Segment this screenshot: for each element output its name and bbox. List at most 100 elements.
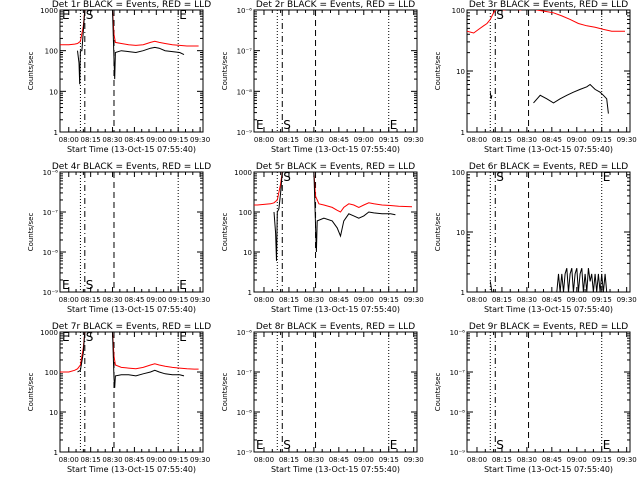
x-tick-label: 08:15 <box>279 456 299 464</box>
marker-start-e: E <box>256 438 264 452</box>
y-tick-label: 10⁻⁹ <box>43 289 59 297</box>
marker-end-e: E <box>390 118 398 132</box>
x-tick-label: 08:00 <box>59 456 79 464</box>
y-tick-label: 10⁻⁶ <box>237 329 253 337</box>
y-tick-label: 10⁻⁸ <box>450 409 466 417</box>
panel-det-3r: Det 3r BLACK = Events, RED = LLD 1 10 100 Co… <box>434 0 637 154</box>
y-tick-label: 1 <box>248 289 252 297</box>
y-axis-label: Counts/sec <box>27 213 35 252</box>
x-tick-label: 09:30 <box>404 456 424 464</box>
y-axis-label: Counts/sec <box>27 52 35 91</box>
y-axis-label: Counts/sec <box>434 52 442 91</box>
series-lld <box>60 332 199 373</box>
x-tick-label: 08:30 <box>102 296 122 304</box>
x-tick-label: 08:45 <box>329 136 349 144</box>
x-tick-label: 09:30 <box>190 296 210 304</box>
x-tick-label: 08:45 <box>542 296 562 304</box>
x-tick-label: 09:00 <box>146 456 166 464</box>
x-tick-label: 08:00 <box>59 136 79 144</box>
x-tick-label: 08:15 <box>492 456 512 464</box>
x-tick-label: 08:30 <box>517 296 537 304</box>
x-tick-label: 09:00 <box>567 456 587 464</box>
panel-det-5r: Det 5r BLACK = Events, RED = LLD 1 10 100 10… <box>221 162 424 314</box>
x-tick-label: 09:00 <box>567 136 587 144</box>
y-tick-label: 1 <box>461 129 465 137</box>
panel-det-2r: Det 2r BLACK = Events, RED = LLD 10⁻⁹ 10⁻⁸… <box>221 0 424 154</box>
x-tick-label: 08:00 <box>467 296 487 304</box>
series-events <box>77 332 185 388</box>
marker-start-e: E <box>62 278 70 292</box>
y-tick-label: 100 <box>239 209 252 217</box>
panel-title: Det 7r BLACK = Events, RED = LLD <box>52 322 211 332</box>
x-tick-label: 09:30 <box>617 296 637 304</box>
x-tick-label: 09:15 <box>379 296 399 304</box>
x-tick-label: 08:30 <box>517 136 537 144</box>
x-tick-label: 08:30 <box>304 296 324 304</box>
x-axis-label: Start Time (13-Oct-15 07:55:40) <box>484 145 613 154</box>
y-tick-label: 10⁻⁷ <box>43 209 59 217</box>
y-tick-label: 1 <box>54 129 58 137</box>
x-tick-label: 09:30 <box>617 456 637 464</box>
y-tick-label: 100 <box>452 7 465 15</box>
x-tick-label: 09:00 <box>146 136 166 144</box>
x-tick-label: 08:45 <box>542 456 562 464</box>
marker-s: S <box>86 8 94 22</box>
marker-s: S <box>496 438 504 452</box>
plot-frame <box>253 331 418 453</box>
x-tick-label: 08:45 <box>124 296 144 304</box>
x-tick-label: 09:30 <box>190 136 210 144</box>
x-tick-label: 09:15 <box>592 136 612 144</box>
y-axis-label: Counts/sec <box>434 373 442 412</box>
panel-title: Det 2r BLACK = Events, RED = LLD <box>256 0 415 10</box>
x-tick-label: 08:15 <box>81 456 101 464</box>
x-tick-label: 08:30 <box>102 456 122 464</box>
x-tick-label: 09:30 <box>617 136 637 144</box>
panel-title: Det 8r BLACK = Events, RED = LLD <box>256 322 415 332</box>
plot-frame <box>59 331 204 453</box>
y-tick-label: 10 <box>49 88 58 96</box>
x-axis-label: Start Time (13-Oct-15 07:55:40) <box>484 305 613 314</box>
x-tick-label: 08:30 <box>517 456 537 464</box>
x-tick-label: 09:30 <box>404 296 424 304</box>
y-axis-label: Counts/sec <box>221 213 229 252</box>
y-tick-label: 10 <box>456 68 465 76</box>
plot-area: S <box>467 10 625 132</box>
x-tick-label: 08:00 <box>254 456 274 464</box>
x-tick-label: 09:15 <box>168 296 188 304</box>
x-axis-label: Start Time (13-Oct-15 07:55:40) <box>271 465 400 474</box>
x-tick-label: 09:00 <box>354 296 374 304</box>
y-tick-label: 10⁻⁷ <box>237 48 253 56</box>
y-tick-label: 10⁻⁹ <box>237 449 253 457</box>
y-tick-label: 10⁻⁸ <box>43 249 59 257</box>
y-tick-label: 10⁻⁶ <box>237 7 253 15</box>
marker-s: S <box>86 278 94 292</box>
marker-end-e: E <box>603 438 611 452</box>
panel-det-8r: Det 8r BLACK = Events, RED = LLD 10⁻⁹ 10⁻⁸… <box>221 322 424 474</box>
x-tick-label: 09:15 <box>168 456 188 464</box>
y-tick-label: 100 <box>452 169 465 177</box>
x-tick-label: 09:00 <box>567 296 587 304</box>
x-tick-label: 09:15 <box>379 136 399 144</box>
y-tick-label: 100 <box>45 369 58 377</box>
y-tick-label: 1 <box>461 289 465 297</box>
y-tick-label: 10⁻⁹ <box>237 129 253 137</box>
panel-det-7r: Det 7r BLACK = Events, RED = LLD 1 10 100 10… <box>27 322 211 474</box>
y-tick-label: 100 <box>45 48 58 56</box>
x-tick-label: 08:30 <box>304 136 324 144</box>
marker-s: S <box>86 330 94 344</box>
x-tick-label: 09:30 <box>190 456 210 464</box>
plot-frame <box>59 9 204 133</box>
x-tick-label: 08:15 <box>279 296 299 304</box>
panel-title: Det 1r BLACK = Events, RED = LLD <box>52 0 211 10</box>
y-axis-label: Counts/sec <box>27 373 35 412</box>
y-tick-label: 1 <box>54 449 58 457</box>
x-tick-label: 09:30 <box>404 136 424 144</box>
x-tick-label: 08:00 <box>467 456 487 464</box>
plot-frame <box>253 9 418 133</box>
